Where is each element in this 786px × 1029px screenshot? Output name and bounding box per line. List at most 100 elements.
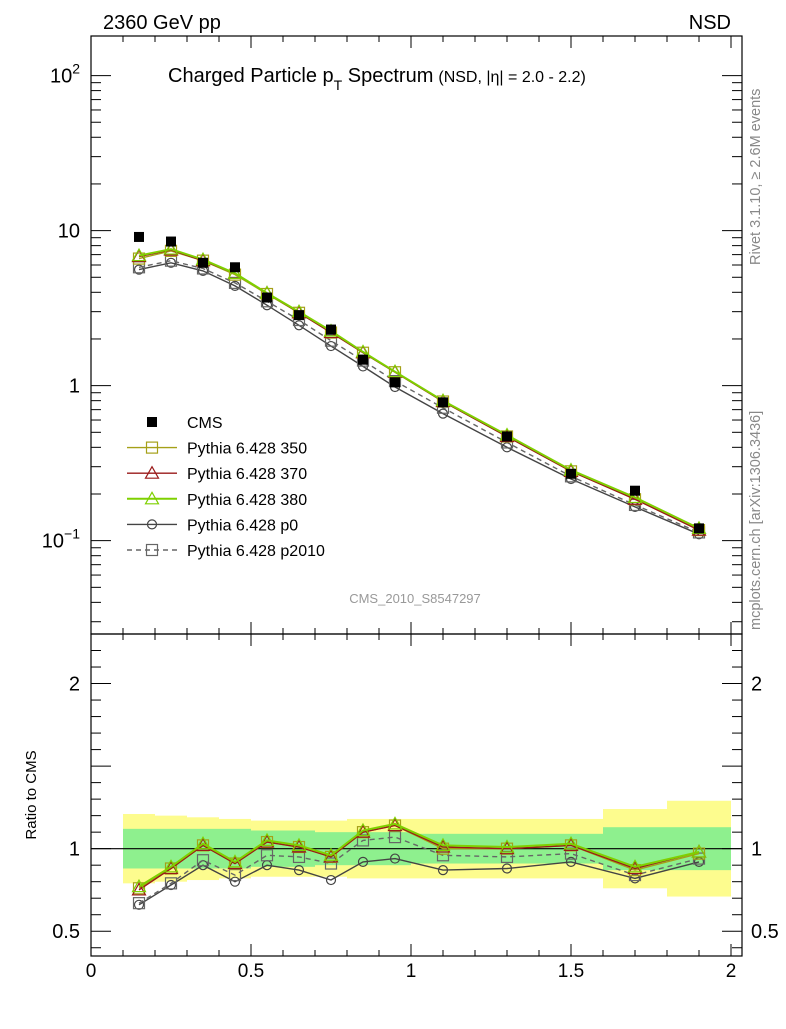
data-point-cms <box>134 231 144 242</box>
data-point-p0 <box>357 856 369 867</box>
analysis-watermark: CMS_2010_S8547297 <box>349 591 481 606</box>
data-point-cms <box>694 523 704 534</box>
legend-marker-p0 <box>146 519 158 530</box>
data-point-p2010 <box>196 854 210 867</box>
data-point-p0 <box>229 876 241 887</box>
data-point-p0 <box>133 264 145 275</box>
y-tick-label: 10−1 <box>42 526 80 553</box>
y-tick-label: 10 <box>58 221 80 243</box>
data-point-p370 <box>131 882 147 896</box>
data-point-p380 <box>499 839 515 853</box>
series-line-p380 <box>138 248 700 530</box>
process-label: NSD <box>689 12 731 34</box>
rivet-label: Rivet 3.1.10, ≥ 2.6M events <box>748 89 764 265</box>
y-tick-label-right: 1 <box>751 839 762 861</box>
data-point-cms <box>166 236 176 247</box>
x-tick-label: 1.5 <box>558 961 584 982</box>
data-point-p0 <box>165 257 177 268</box>
legend-item-p380: Pythia 6.428 380 <box>127 491 307 509</box>
legend-label-p2010: Pythia 6.428 p2010 <box>187 543 325 560</box>
data-point-p0 <box>565 856 577 867</box>
data-point-cms <box>438 397 448 408</box>
data-point-p380 <box>131 878 147 893</box>
legend-label-cms: CMS <box>187 415 223 432</box>
y-tick-label: 1 <box>69 839 80 861</box>
legend-item-p350: Pythia 6.428 350 <box>127 441 307 458</box>
data-point-p380 <box>387 816 403 830</box>
legend-marker-p2010 <box>145 543 159 557</box>
y-tick-label: 102 <box>50 61 80 88</box>
data-point-p370 <box>627 860 643 875</box>
data-point-cms <box>566 468 576 479</box>
data-point-p370 <box>227 855 243 870</box>
ratio-frame <box>90 633 743 957</box>
data-point-p380 <box>163 859 179 873</box>
data-point-p380 <box>323 847 339 861</box>
data-point-cms <box>502 431 512 442</box>
data-point-p380 <box>227 854 243 868</box>
y-tick-label: 2 <box>69 674 80 696</box>
data-point-p380 <box>435 837 451 851</box>
data-point-p380 <box>163 241 179 255</box>
data-point-cms <box>230 262 240 273</box>
data-point-p380 <box>355 822 371 837</box>
data-point-p0 <box>293 865 305 876</box>
data-point-p2010 <box>324 334 338 347</box>
series-line-p0 <box>138 857 700 906</box>
data-point-p380 <box>131 247 147 262</box>
legend-label-p370: Pythia 6.428 370 <box>187 466 307 483</box>
x-tick-label: 0.5 <box>238 961 264 982</box>
data-point-cms <box>390 377 400 388</box>
data-point-cms <box>294 310 304 321</box>
data-point-cms <box>326 324 336 335</box>
legend-item-cms: CMS <box>147 415 223 432</box>
data-point-cms <box>262 292 272 303</box>
legend-label-p380: Pythia 6.428 380 <box>187 492 307 509</box>
main-panel: 10−1 1 10 102 <box>42 35 743 635</box>
y-tick-label: 1 <box>69 376 80 398</box>
data-point-p380 <box>259 832 275 847</box>
data-point-p2010 <box>260 849 274 862</box>
data-point-p370 <box>355 824 371 838</box>
legend-item-p2010: Pythia 6.428 p2010 <box>127 543 325 560</box>
y-tick-label-right: 2 <box>751 674 762 696</box>
data-point-p380 <box>291 837 307 851</box>
legend-label-p0: Pythia 6.428 p0 <box>187 517 298 534</box>
data-point-p2010 <box>324 857 338 870</box>
mcplots-label: mcplots.cern.ch [arXiv:1306.3436] <box>748 411 764 630</box>
data-point-p0 <box>437 865 449 876</box>
data-point-p0 <box>325 874 337 886</box>
y-tick-label: 0.5 <box>52 921 80 943</box>
x-tick-label: 2 <box>726 961 737 982</box>
data-point-p0 <box>229 280 241 291</box>
data-point-p0 <box>133 899 145 910</box>
legend: CMS Pythia 6.428 350 Pythia 6.428 370 Pythi… <box>127 415 325 560</box>
data-point-p380 <box>563 835 579 850</box>
legend-marker-p380 <box>144 491 160 505</box>
legend-marker-cms <box>147 417 157 427</box>
legend-label-p350: Pythia 6.428 350 <box>187 441 307 458</box>
legend-marker-p350 <box>145 441 159 454</box>
data-point-cms <box>358 354 368 365</box>
data-point-p380 <box>691 844 707 858</box>
legend-marker-p370 <box>144 465 160 479</box>
chart-title: Charged Particle pT Spectrum (NSD, |η| = … <box>168 65 586 93</box>
data-point-p380 <box>387 363 403 378</box>
data-point-p380 <box>195 835 211 850</box>
energy-label: 2360 GeV pp <box>103 12 221 34</box>
data-point-p2010 <box>164 877 178 890</box>
x-tick-label: 0 <box>86 961 97 982</box>
x-tick-label: 1 <box>406 961 417 982</box>
data-point-p0 <box>501 863 513 874</box>
data-point-p370 <box>323 849 339 863</box>
legend-item-p370: Pythia 6.428 370 <box>127 465 307 483</box>
ratio-ylabel: Ratio to CMS <box>23 750 40 839</box>
legend-item-p0: Pythia 6.428 p0 <box>127 517 298 534</box>
data-point-p380 <box>227 265 243 279</box>
data-point-p0 <box>165 879 177 891</box>
data-point-p380 <box>627 859 643 873</box>
data-point-p380 <box>627 489 643 504</box>
data-point-p2010 <box>132 897 146 910</box>
